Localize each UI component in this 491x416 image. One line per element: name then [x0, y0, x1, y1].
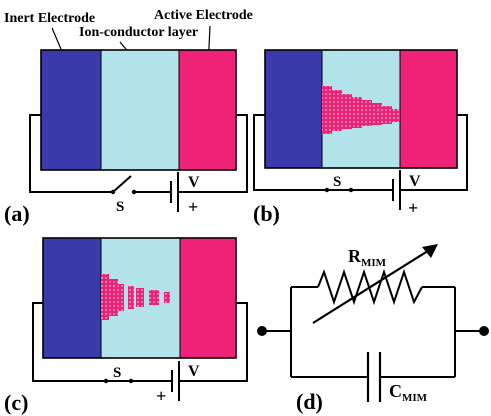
panel-tag: (d) [296, 389, 323, 414]
polarity-plus: + [408, 198, 418, 218]
active-electrode [400, 50, 457, 168]
wire-right [186, 114, 248, 193]
panel-tag: (b) [253, 201, 280, 226]
switch-open-blade [112, 175, 132, 193]
inert-electrode [41, 50, 101, 170]
active-electrode-label: Active Electrode [154, 8, 253, 23]
polarity-plus: + [156, 386, 166, 406]
wire-right [187, 302, 248, 382]
switch-terminal [128, 378, 134, 384]
variable-arrow-head [422, 244, 438, 258]
device-outline [42, 237, 237, 359]
inert-electrode [265, 50, 322, 168]
wire-left [253, 114, 327, 191]
ion-conductor-label: Ion-conductor layer [79, 25, 198, 40]
device-outline [264, 49, 458, 169]
switch-label: S [116, 199, 124, 215]
wire-left [32, 302, 106, 382]
resistor-label-main: R [348, 246, 362, 266]
panel-d: RMIM CMIM (d) [257, 244, 489, 414]
inert-electrode-label: Inert Electrode [4, 11, 95, 26]
variable-arrow [312, 248, 432, 324]
ion-conductor-layer [101, 50, 179, 170]
voltage-label: V [188, 363, 200, 380]
panel-a: S V + (a) [4, 49, 248, 226]
wire-left [29, 114, 112, 193]
voltage-label: V [409, 173, 421, 190]
device-outline [40, 49, 237, 171]
switch-terminal [131, 189, 137, 195]
switch-label: S [333, 174, 341, 190]
capacitor-label-sub: MIM [402, 392, 428, 404]
active-electrode [180, 238, 236, 358]
active-electrode [179, 50, 236, 170]
resistor-label: RMIM [348, 246, 387, 269]
ruptured-filament [101, 274, 170, 320]
switch-terminal [324, 187, 330, 193]
voltage-label: V [188, 174, 200, 191]
wire-right [407, 114, 468, 191]
panel-b: S V + (b) [253, 49, 468, 226]
panel-tag: (c) [4, 390, 28, 415]
conductive-filament [322, 86, 400, 134]
terminal-right [479, 326, 489, 336]
panel-tag: (a) [4, 201, 30, 226]
panel-c: S V + (c) [4, 237, 248, 415]
capacitor-label: CMIM [389, 381, 428, 404]
capacitor-label-main: C [389, 381, 402, 401]
polarity-plus: + [188, 197, 198, 217]
switch-terminal [348, 187, 354, 193]
switch-label: S [113, 365, 121, 381]
inert-electrode [43, 238, 101, 358]
resistor-label-sub: MIM [361, 257, 387, 269]
terminal-left [257, 326, 267, 336]
switch-terminal [103, 378, 109, 384]
